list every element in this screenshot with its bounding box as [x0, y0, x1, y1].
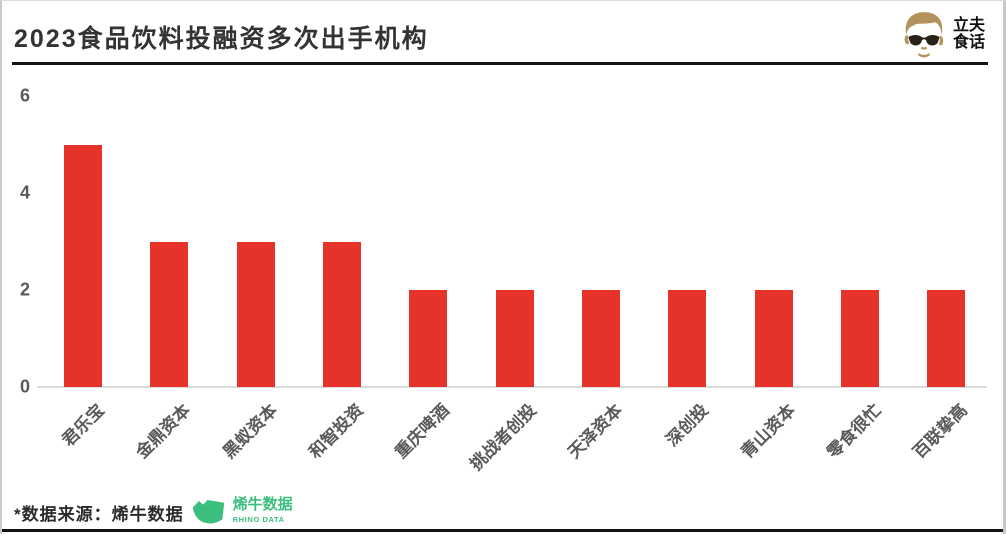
- bar: [409, 290, 448, 387]
- x-axis-label: 深创投: [662, 400, 713, 451]
- footer: *数据来源：烯牛数据 烯牛数据 RHINO DATA: [14, 495, 293, 529]
- rhino-logo-en: RHINO DATA: [232, 515, 285, 524]
- rhino-logo-cn: 烯牛数据: [232, 496, 293, 513]
- x-axis-label: 君乐宝: [58, 400, 108, 451]
- y-axis-tick-label: 2: [19, 279, 30, 300]
- x-axis-label: 金鼎资本: [132, 400, 195, 463]
- bar: [150, 241, 189, 387]
- bar: [236, 241, 275, 387]
- y-axis-tick-label: 6: [19, 85, 30, 106]
- x-axis-label: 重庆啤酒: [391, 400, 454, 463]
- x-axis-label: 青山资本: [736, 400, 799, 463]
- bar: [495, 290, 534, 387]
- x-axis-line: [37, 386, 987, 388]
- x-axis-label: 和智投资: [305, 400, 367, 463]
- bar: [322, 241, 361, 387]
- brand-logo: 立夫 食话: [899, 9, 985, 59]
- x-axis-label: 天泽资本: [564, 400, 626, 463]
- brand-name-line1: 立夫: [952, 17, 985, 34]
- y-axis-tick-label: 4: [19, 182, 30, 203]
- title-divider: [12, 62, 988, 65]
- rhino-icon: [192, 499, 224, 524]
- x-axis-label: 黑蚁资本: [219, 400, 281, 463]
- bar: [64, 144, 102, 387]
- brand-name-line2: 食话: [952, 34, 985, 51]
- x-axis-label: 挑战者创投: [466, 400, 540, 475]
- x-axis-label: 百联挚高: [909, 400, 972, 463]
- bar: [840, 290, 879, 387]
- y-axis-tick-label: 0: [19, 376, 30, 397]
- face-with-sunglasses-icon: [904, 12, 944, 58]
- page-title: 2023食品饮料投融资多次出手机构: [14, 25, 429, 53]
- bar: [754, 290, 793, 387]
- bar: [581, 290, 620, 387]
- data-source-label: *数据来源：烯牛数据: [14, 504, 184, 524]
- x-axis-label: 零食很忙: [823, 400, 885, 463]
- rhino-logo-text: 烯牛数据 RHINO DATA: [233, 497, 293, 527]
- header: 2023食品饮料投融资多次出手机构 立夫 食话: [2, 1, 1003, 63]
- bar: [668, 290, 707, 387]
- brand-name: 立夫 食话: [953, 17, 985, 51]
- bar: [927, 290, 966, 387]
- bottom-divider: [2, 529, 1003, 532]
